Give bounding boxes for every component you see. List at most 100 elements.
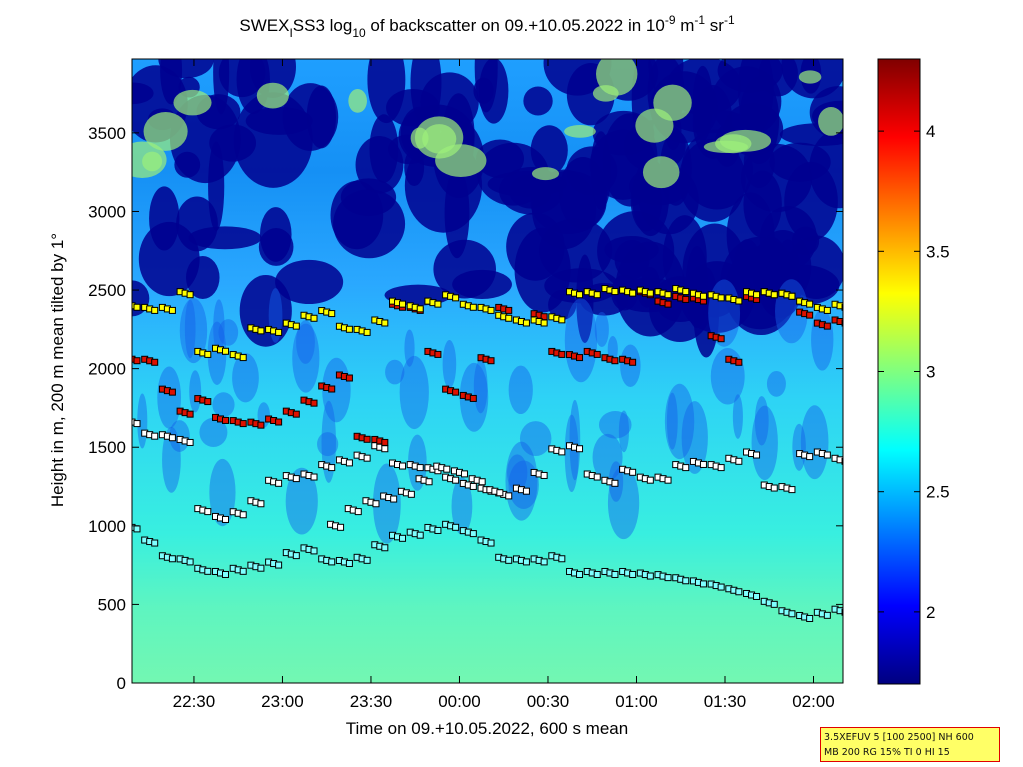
layer-marker xyxy=(168,306,176,314)
low-backscatter-patch xyxy=(543,59,612,96)
layer-marker xyxy=(151,306,159,314)
layer-marker xyxy=(522,487,530,495)
layer-marker xyxy=(345,374,353,382)
layer-marker xyxy=(275,561,283,569)
mid-backscatter-patch xyxy=(212,392,235,418)
mid-backscatter-patch xyxy=(564,414,579,493)
layer-marker xyxy=(239,354,247,362)
x-tick-label: 23:00 xyxy=(261,692,304,711)
layer-marker xyxy=(363,454,371,462)
mid-backscatter-patch xyxy=(285,467,318,535)
layer-marker xyxy=(222,416,230,424)
layer-marker xyxy=(629,570,637,578)
layer-marker xyxy=(292,410,300,418)
x-tick-label: 00:00 xyxy=(438,692,481,711)
layer-marker xyxy=(337,523,345,531)
layer-marker xyxy=(540,558,548,566)
mid-backscatter-patch xyxy=(232,353,259,403)
mid-backscatter-patch xyxy=(754,396,769,446)
layer-marker xyxy=(372,500,380,508)
layer-marker xyxy=(275,418,283,426)
low-backscatter-patch xyxy=(169,94,241,184)
layer-marker xyxy=(682,577,690,585)
mid-backscatter-patch xyxy=(404,329,415,367)
y-tick-label: 500 xyxy=(98,595,126,614)
x-axis: 22:30 23:00 23:30 00:00 00:30 01:00 01:30 02:00 xyxy=(173,59,835,711)
high-backscatter-patch xyxy=(653,84,692,121)
mid-backscatter-patch xyxy=(179,298,208,364)
layer-marker xyxy=(487,539,495,547)
layer-marker xyxy=(576,354,584,362)
layer-marker xyxy=(540,319,548,327)
layer-marker xyxy=(788,486,796,494)
layer-marker xyxy=(151,539,159,547)
layer-marker xyxy=(469,482,477,490)
mid-backscatter-patch xyxy=(811,308,834,371)
colorbar: 2 2.5 3 3.5 4 xyxy=(877,58,950,685)
layer-marker xyxy=(239,420,247,428)
low-backscatter-patch xyxy=(282,83,339,151)
colorbar-tick-label: 2 xyxy=(926,603,935,622)
mid-backscatter-patch xyxy=(666,392,678,450)
layer-marker xyxy=(469,303,477,311)
layer-marker xyxy=(593,291,601,299)
layer-marker xyxy=(434,526,442,534)
layer-marker xyxy=(204,567,212,575)
layer-marker xyxy=(257,564,265,572)
layer-marker xyxy=(576,445,584,453)
layer-marker xyxy=(823,322,831,330)
low-backscatter-patch xyxy=(539,218,613,283)
layer-marker xyxy=(505,492,513,500)
colorbar-tick-label: 2.5 xyxy=(926,483,950,502)
layer-marker xyxy=(168,388,176,396)
layer-marker xyxy=(222,515,230,523)
layer-marker xyxy=(699,292,707,300)
low-backscatter-patch xyxy=(784,161,838,241)
layer-marker xyxy=(452,294,460,302)
layer-marker xyxy=(806,300,814,308)
low-backscatter-patch xyxy=(333,189,406,259)
high-backscatter-patch xyxy=(798,70,822,84)
low-backscatter-patch xyxy=(476,139,525,179)
layer-marker xyxy=(469,530,477,538)
layer-marker xyxy=(836,302,843,310)
layer-marker xyxy=(434,350,442,358)
mid-backscatter-patch xyxy=(442,339,457,389)
layer-marker xyxy=(646,476,654,484)
layer-marker xyxy=(168,555,176,563)
layer-marker xyxy=(836,607,843,615)
mid-backscatter-patch xyxy=(800,405,829,480)
layer-marker xyxy=(257,421,265,429)
layer-marker xyxy=(717,294,725,302)
layer-marker xyxy=(576,291,584,299)
x-tick-label: 02:00 xyxy=(792,692,835,711)
layer-marker xyxy=(629,289,637,297)
high-backscatter-patch xyxy=(173,89,212,116)
layer-marker xyxy=(292,552,300,560)
layer-marker xyxy=(611,570,619,578)
mid-backscatter-patch xyxy=(681,401,708,474)
mid-backscatter-patch xyxy=(162,426,181,493)
mid-backscatter-patch xyxy=(473,359,488,414)
layer-marker xyxy=(407,490,415,498)
mid-backscatter-patch xyxy=(607,465,640,540)
colorbar-axis: 2 2.5 3 3.5 4 xyxy=(878,122,950,622)
layer-marker xyxy=(345,459,353,467)
mid-backscatter-patch xyxy=(751,405,778,481)
layer-marker xyxy=(836,317,843,325)
y-tick-label: 3000 xyxy=(88,202,126,221)
high-backscatter-patch xyxy=(818,107,843,136)
mid-backscatter-patch xyxy=(296,320,315,364)
layer-marker xyxy=(328,464,336,472)
x-tick-label: 22:30 xyxy=(173,692,216,711)
layer-marker xyxy=(204,508,212,516)
mid-backscatter-patch xyxy=(157,366,182,429)
mid-backscatter-patch xyxy=(792,423,806,471)
low-backscatter-patch xyxy=(711,66,782,137)
y-tick-label: 3500 xyxy=(88,124,126,143)
x-tick-label: 23:30 xyxy=(350,692,393,711)
mid-backscatter-patch xyxy=(292,323,320,393)
layer-marker xyxy=(363,556,371,564)
y-tick-label: 0 xyxy=(117,674,126,693)
layer-marker xyxy=(806,614,814,622)
